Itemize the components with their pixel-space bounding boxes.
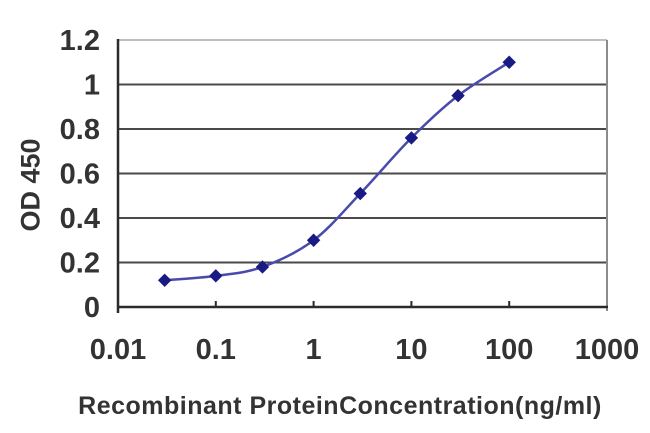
- data-point-marker: [353, 186, 367, 201]
- x-tick-label: 0.01: [90, 334, 146, 366]
- y-tick-label: 0.2: [60, 248, 100, 280]
- y-tick-label: 0: [84, 292, 100, 324]
- x-tick-label: 0.1: [196, 334, 236, 366]
- data-point-marker: [157, 273, 172, 288]
- y-tick-label: 1: [84, 70, 100, 102]
- data-series-line: [164, 61, 510, 282]
- data-point-marker: [404, 131, 419, 145]
- data-point-marker: [451, 88, 465, 103]
- data-point-marker: [255, 260, 270, 274]
- y-tick-label: 0.6: [60, 159, 100, 191]
- x-tick-label: 100: [485, 334, 533, 366]
- x-tick-label: 10: [395, 334, 427, 366]
- y-axis-title: OD 450: [15, 138, 46, 232]
- data-point-marker: [306, 233, 321, 247]
- data-point-marker: [209, 269, 223, 283]
- x-tick-label: 1: [306, 334, 322, 366]
- data-point-marker: [502, 55, 516, 69]
- y-tick-label: 0.4: [60, 203, 100, 235]
- x-axis-title: Recombinant ProteinConcentration(ng/ml): [78, 392, 602, 420]
- x-tick-label: 1000: [575, 334, 640, 366]
- y-tick-label: 1.2: [60, 25, 100, 57]
- y-tick-label: 0.8: [60, 114, 100, 146]
